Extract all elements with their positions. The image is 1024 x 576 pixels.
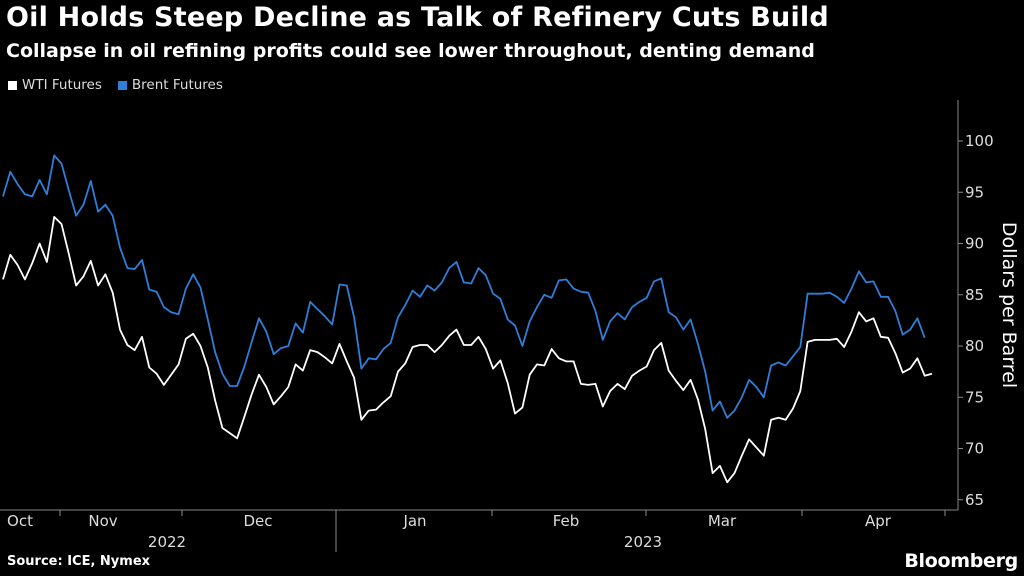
x-axis: Oct Nov Dec Jan Feb Mar Apr 2022 2023 (0, 509, 958, 552)
y-tick-label: 80 (965, 337, 984, 355)
y-tick-label: 100 (965, 132, 994, 150)
y-tick-label: 65 (965, 491, 984, 509)
legend-item-brent: Brent Futures (117, 77, 223, 93)
y-tick-label: 85 (965, 286, 984, 304)
series-line-brent (2, 154, 926, 419)
x-tick-label: Oct (7, 512, 33, 530)
legend-label-brent: Brent Futures (131, 77, 223, 93)
plot-area (2, 154, 933, 484)
y-tick-label: 90 (965, 235, 984, 253)
x-tick-label: Mar (708, 512, 737, 530)
y-axis: 65 70 75 80 85 90 95 100 (957, 100, 994, 510)
source-note: Source: ICE, Nymex (7, 554, 151, 569)
x-tick-label: Dec (243, 512, 272, 530)
y-tick-label: 70 (965, 440, 984, 458)
y-tick-label: 95 (965, 183, 984, 201)
y-tick-label: 75 (965, 388, 984, 406)
y-axis-label: Dollars per Barrel (998, 222, 1020, 388)
series-line-wti (2, 215, 933, 484)
legend-swatch-brent (117, 80, 127, 90)
year-label: 2023 (624, 533, 662, 551)
chart-title: Oil Holds Steep Decline as Talk of Refin… (6, 2, 829, 33)
year-label: 2022 (148, 533, 186, 551)
legend-label-wti: WTI Futures (22, 77, 102, 93)
legend-swatch-wti (8, 80, 17, 90)
x-tick-label: Jan (402, 512, 426, 530)
legend-item-wti: WTI Futures (8, 77, 102, 93)
bloomberg-logo: Bloomberg (904, 550, 1018, 572)
x-tick-label: Apr (865, 512, 892, 530)
x-tick-label: Nov (88, 512, 117, 530)
chart-subtitle: Collapse in oil refining profits could s… (6, 40, 815, 62)
x-tick-label: Feb (553, 512, 580, 530)
legend: WTI Futures Brent Futures (8, 77, 223, 93)
